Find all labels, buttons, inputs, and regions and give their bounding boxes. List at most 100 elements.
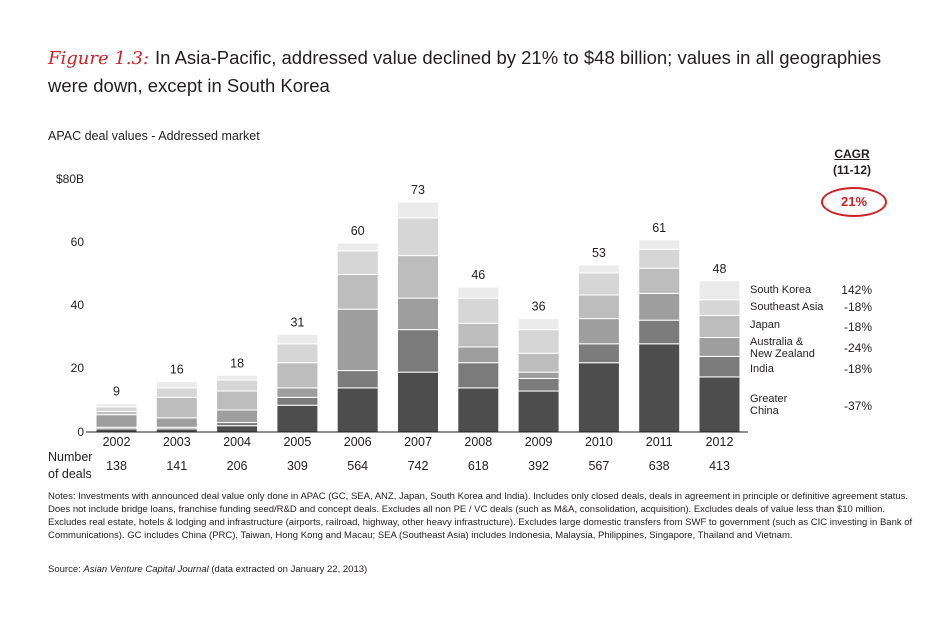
figure-label: Figure 1.3: [48,48,150,69]
bar-total-label: 48 [713,262,727,276]
number-of-deals-value: 138 [106,459,127,473]
legend-cagr-south-korea: 142% [841,283,872,297]
bar-segment-south-korea-2010 [577,264,620,274]
bar-segment-southeast-asia-2003 [155,387,198,398]
bar-segment-southeast-asia-2009 [517,329,560,354]
bar-segment-india-2006 [336,370,379,389]
bar-segment-greater-china-2008 [457,387,500,433]
legend-label-south-korea: South Korea [750,284,812,296]
bar-segment-australia-new-zealand-2010 [577,318,620,345]
x-tick-label: 2010 [585,435,613,449]
cagr-period: (11-12) [832,163,872,177]
y-tick-label: 20 [70,361,84,375]
number-of-deals-value: 392 [528,459,550,473]
x-tick-label: 2011 [646,435,673,449]
bar-segment-india-2010 [577,343,620,364]
bar-segment-south-korea-2012 [698,280,741,301]
bar-total-label: 73 [411,183,425,197]
number-of-deals-value: 618 [467,459,489,473]
bar-segment-south-korea-2008 [457,286,500,299]
bar-segment-south-korea-2004 [216,374,259,381]
bar-segment-india-2005 [276,396,319,406]
bar-segment-southeast-asia-2004 [216,379,259,392]
bar-segment-greater-china-2010 [577,362,620,433]
chart-title: Figure 1.3: In Asia-Pacific, addressed va… [48,44,908,99]
x-tick-label: 2012 [706,435,734,449]
bar-segment-south-korea-2007 [397,201,439,219]
legend-cagr-greater-china: -37% [843,399,872,413]
legend-label-southeast-asia: Southeast Asia [750,301,824,313]
bar-segment-japan-2007 [397,255,439,299]
x-tick-label: 2007 [404,435,432,449]
legend-label-greater-china: Greater China [750,393,788,417]
number-of-deals-label-line1: Number [48,450,93,464]
bar-segment-southeast-asia-2010 [577,272,620,296]
x-tick-label: 2009 [525,435,553,449]
number-of-deals-value: 567 [588,459,610,473]
bar-segment-australia-new-zealand-2007 [397,297,439,331]
bar-segment-australia-new-zealand-2009 [517,371,560,379]
legend-cagr-japan: -18% [843,320,872,334]
cagr-total-badge: 21% [821,187,887,217]
bar-total-label: 18 [230,356,244,370]
bar-segment-south-korea-2002 [95,403,138,408]
bar-segment-greater-china-2011 [638,343,681,433]
source-publication: Asian Venture Capital Journal [83,564,209,575]
bar-segment-south-korea-2009 [517,318,560,331]
cagr-header-label: CAGR [834,147,870,161]
bar-total-label: 16 [170,363,184,377]
bar-segment-india-2007 [397,329,439,373]
bar-segment-japan-2006 [336,274,379,310]
bar-segment-south-korea-2011 [638,239,681,250]
x-tick-label: 2006 [344,435,372,449]
notes: Notes: Investments with announced deal v… [48,491,913,541]
legend-label-japan: Japan [750,319,780,331]
bar-segment-australia-new-zealand-2006 [336,308,379,372]
number-of-deals-value: 206 [226,459,248,473]
bar-segment-greater-china-2009 [517,390,560,433]
source-prefix: Source: [48,564,84,575]
bar-total-label: 53 [592,246,606,260]
bar-segment-japan-2005 [276,362,319,389]
bar-total-label: 60 [351,224,365,238]
bar-segment-japan-2008 [457,322,500,348]
x-tick-label: 2005 [283,435,311,449]
bar-segment-india-2009 [517,377,560,392]
bar-segment-greater-china-2006 [336,387,379,433]
number-of-deals-value: 309 [286,459,308,473]
bar-segment-southeast-asia-2008 [457,297,500,324]
bar-segment-greater-china-2004 [216,425,259,433]
source: Source: Asian Venture Capital Journal (d… [48,563,367,576]
number-of-deals-label-line2: of deals [48,467,92,481]
legend-label-australia-new-zealand: Australia & New Zealand [750,336,815,360]
bar-segment-south-korea-2005 [276,333,319,345]
bar-segment-japan-2010 [577,294,620,320]
bar-segment-greater-china-2012 [698,376,741,433]
bar-segment-southeast-asia-2007 [397,217,439,257]
legend-cagr-southeast-asia: -18% [843,300,872,314]
bar-segment-australia-new-zealand-2011 [638,292,681,321]
bar-segment-australia-new-zealand-2005 [276,387,319,398]
legend-cagr-australia-new-zealand: -24% [843,341,872,355]
number-of-deals-value: 413 [709,459,730,473]
chart-subtitle: APAC deal values - Addressed market [48,129,260,143]
bar-segment-australia-new-zealand-2012 [698,337,741,357]
bar-segment-southeast-asia-2002 [95,406,138,413]
y-tick-label: 40 [70,298,84,312]
x-tick-label: 2004 [223,435,251,449]
legend-cagr-india: -18% [843,362,872,376]
bar-segment-south-korea-2006 [336,242,379,252]
bar-segment-australia-new-zealand-2003 [155,417,198,428]
bar-segment-japan-2003 [155,396,198,419]
y-tick-label: $80B [55,172,84,186]
cagr-header: CAGR (11-12) [822,146,882,178]
y-tick-label: 60 [70,235,84,249]
x-tick-label: 2003 [163,435,191,449]
bar-segment-japan-2009 [517,352,560,373]
bar-total-label: 36 [532,300,546,314]
bar-segment-southeast-asia-2012 [698,299,741,316]
bar-segment-australia-new-zealand-2008 [457,346,500,364]
y-tick-label: 0 [77,425,84,439]
bar-total-label: 46 [471,268,485,282]
bar-segment-south-korea-2003 [155,381,198,389]
